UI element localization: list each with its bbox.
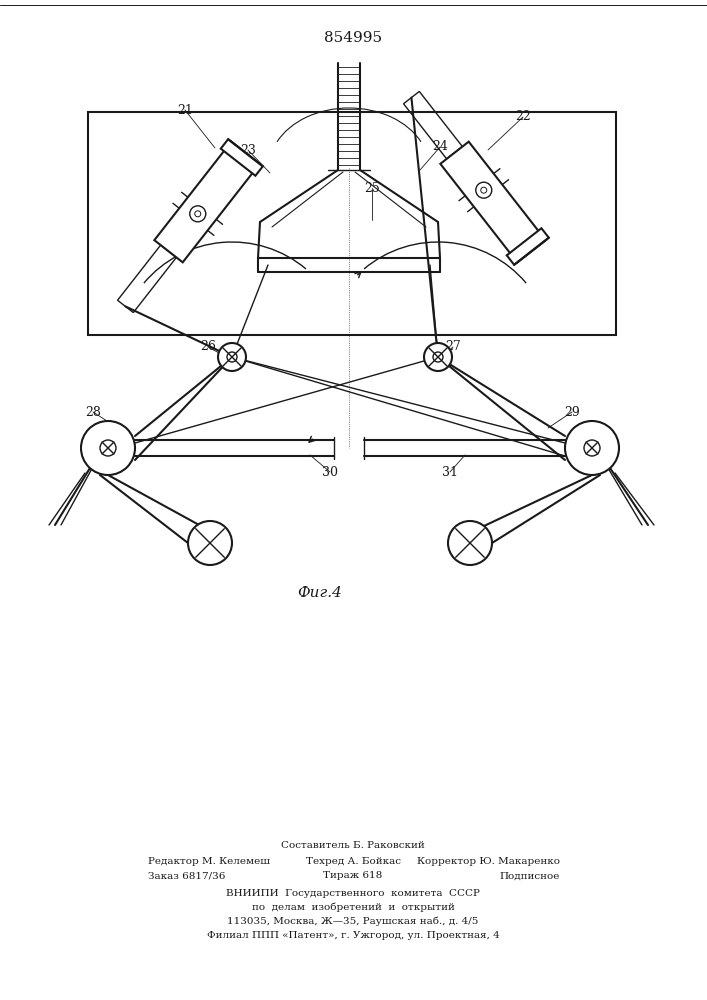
Circle shape [218,343,246,371]
Text: 854995: 854995 [324,31,382,45]
Polygon shape [404,91,462,159]
Circle shape [448,521,492,565]
Bar [88,112,616,335]
Polygon shape [221,139,263,176]
Text: 30: 30 [322,466,338,479]
Text: 26: 26 [200,340,216,354]
Polygon shape [440,142,546,262]
Text: Составитель Б. Раковский: Составитель Б. Раковский [281,840,425,850]
Polygon shape [154,142,259,262]
Text: Филиал ППП «Патент», г. Ужгород, ул. Проектная, 4: Филиал ППП «Патент», г. Ужгород, ул. Про… [206,930,499,940]
Text: 25: 25 [364,182,380,194]
Text: 21: 21 [177,104,193,116]
Text: Подписное: Подписное [500,871,560,880]
Text: Корректор Ю. Макаренко: Корректор Ю. Макаренко [417,857,560,866]
Text: ВНИИПИ  Государственного  комитета  СССР: ВНИИПИ Государственного комитета СССР [226,888,480,898]
Text: 29: 29 [564,406,580,418]
Circle shape [227,352,237,362]
Circle shape [584,440,600,456]
Text: 28: 28 [85,406,101,418]
Text: 27: 27 [445,340,461,354]
Circle shape [189,206,206,222]
Circle shape [433,352,443,362]
Circle shape [476,182,492,198]
Text: Редактор М. Келемеш: Редактор М. Келемеш [148,857,270,866]
Text: 22: 22 [515,110,531,123]
Polygon shape [507,228,549,265]
Text: Фиг.4: Фиг.4 [298,586,342,600]
Text: по  делам  изобретений  и  открытий: по делам изобретений и открытий [252,902,455,912]
Text: 113035, Москва, Ж—35, Раушская наб., д. 4/5: 113035, Москва, Ж—35, Раушская наб., д. … [228,916,479,926]
Text: Техред А. Бойкас: Техред А. Бойкас [305,857,400,866]
Polygon shape [117,245,177,313]
Text: Тираж 618: Тираж 618 [323,871,382,880]
Circle shape [565,421,619,475]
Circle shape [81,421,135,475]
Text: 24: 24 [432,140,448,153]
Circle shape [194,211,201,217]
Circle shape [481,187,486,193]
Text: 31: 31 [442,466,458,479]
Circle shape [100,440,116,456]
Circle shape [424,343,452,371]
Text: Заказ 6817/36: Заказ 6817/36 [148,871,226,880]
Text: 23: 23 [240,143,256,156]
Circle shape [188,521,232,565]
